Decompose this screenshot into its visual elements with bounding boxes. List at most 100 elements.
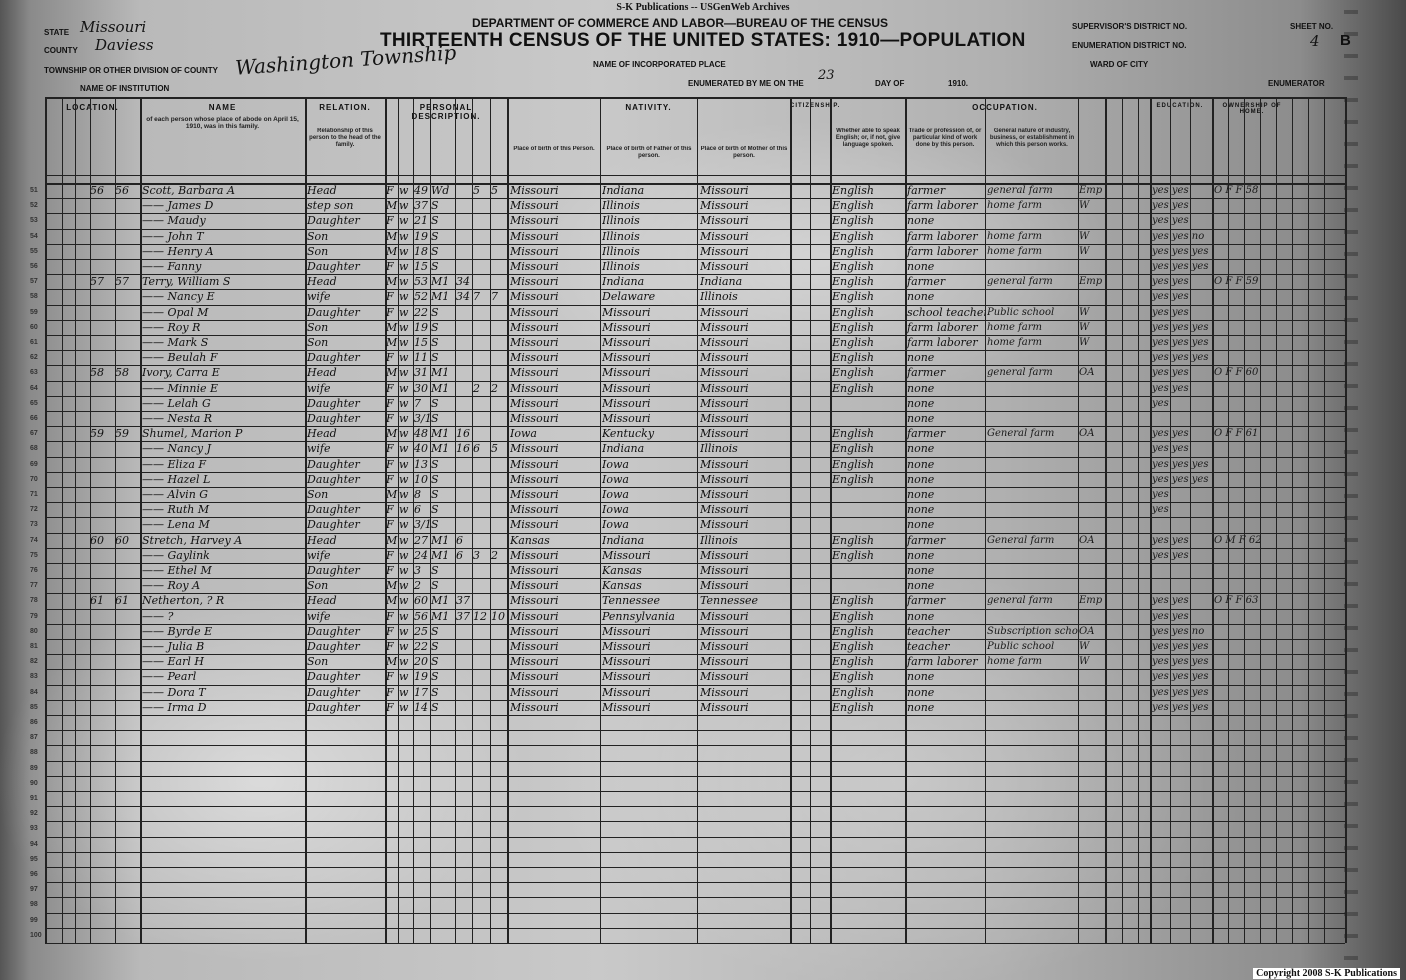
group-occupation: OCCUPATION. — [972, 103, 1038, 112]
cell-relation: Daughter — [307, 396, 360, 410]
cell-language: English — [832, 457, 874, 471]
cell-born: 5 — [473, 184, 480, 197]
cell-trade: teacher — [907, 640, 950, 653]
row-rule — [45, 532, 1345, 534]
cell-industry: home farm — [987, 321, 1042, 333]
supervisor-district-label: Supervisor's District No. — [1072, 22, 1188, 31]
cell-father: Iowa — [602, 518, 629, 532]
cell-language: English — [832, 305, 874, 319]
cell-birth: Missouri — [510, 488, 559, 501]
cell-father: Missouri — [602, 396, 651, 410]
cell-marital: M1 — [431, 275, 450, 289]
row-rule — [45, 654, 1345, 656]
cell-trade: none — [907, 457, 935, 471]
cell-age: 40 — [414, 442, 428, 456]
cell-name: —— Roy R — [142, 320, 201, 334]
line-number: 86 — [30, 719, 38, 726]
column-rule — [75, 97, 76, 943]
cell-trade: farm laborer — [907, 244, 978, 258]
column-rule — [790, 97, 792, 943]
line-number: 81 — [30, 643, 38, 650]
cell-color: w — [399, 685, 409, 699]
cell-living: 2 — [491, 381, 498, 395]
line-number: 58 — [30, 293, 38, 301]
cell-birth: Missouri — [510, 199, 559, 213]
cell-relation: Daughter — [307, 670, 360, 684]
cell-father: Illinois — [602, 214, 640, 228]
column-rule — [507, 97, 509, 943]
row-rule — [45, 578, 1345, 580]
line-number: 91 — [30, 795, 38, 802]
cell-dwelling: 58 — [90, 366, 104, 380]
cell-name: —— Eliza F — [142, 457, 207, 471]
column-rule — [413, 97, 414, 943]
cell-language: English — [832, 320, 874, 334]
cell-sex: F — [386, 184, 394, 197]
cell-relation: wife — [307, 548, 331, 562]
cell-marital: S — [431, 564, 439, 577]
cell-dwelling: 60 — [90, 533, 104, 547]
column-rule — [1345, 97, 1347, 943]
column-rule — [45, 97, 47, 943]
line-number: 75 — [30, 551, 38, 559]
cell-language: English — [832, 229, 874, 243]
cell-trade: none — [907, 548, 935, 562]
column-rule — [1190, 97, 1191, 943]
cell-sex: F — [386, 564, 394, 577]
line-number: 92 — [30, 810, 38, 818]
row-rule — [45, 426, 1345, 428]
cell-color: w — [399, 427, 409, 441]
cell-sex: F — [386, 305, 394, 319]
cell-father: Kentucky — [602, 427, 655, 441]
cell-sex: F — [386, 412, 394, 425]
cell-name: —— Beulah F — [142, 351, 218, 365]
cell-marital: S — [431, 260, 439, 273]
cell-marital: S — [431, 670, 439, 684]
cell-name: —— Hazel L — [142, 472, 211, 486]
cell-years: 6 — [456, 533, 463, 547]
cell-own: O F F 60 — [1214, 367, 1259, 379]
cell-emp: W — [1079, 641, 1090, 652]
row-rule — [45, 243, 1345, 245]
column-rule — [305, 97, 307, 943]
cell-relation: Daughter — [307, 503, 360, 517]
cell-mother: Missouri — [700, 457, 749, 471]
cell-emp: W — [1079, 306, 1090, 318]
column-rule — [1260, 97, 1261, 943]
cell-relation: Daughter — [307, 685, 360, 699]
cell-relation: Daughter — [307, 700, 360, 714]
cell-industry: General farm — [987, 428, 1055, 440]
cell-name: Shumel, Marion P — [142, 427, 243, 441]
cell-trade: none — [907, 503, 935, 517]
cell-literacy: yes yes yes — [1152, 686, 1209, 698]
cell-color: w — [399, 442, 409, 456]
cell-trade: farmer — [907, 184, 946, 197]
line-number: 66 — [30, 415, 38, 422]
cell-trade: none — [907, 670, 935, 684]
cell-sex: M — [386, 275, 398, 289]
row-rule — [45, 259, 1345, 260]
cell-name: —— Alvin G — [142, 488, 209, 501]
cell-birth: Missouri — [510, 184, 559, 197]
cell-family: 57 — [115, 275, 129, 289]
row-rule — [45, 684, 1345, 686]
cell-family: 56 — [115, 184, 129, 197]
cell-father: Illinois — [602, 199, 640, 213]
line-number: 72 — [30, 506, 38, 514]
cell-age: 49 — [414, 184, 428, 197]
cell-marital: S — [431, 518, 439, 532]
line-number: 57 — [30, 278, 38, 286]
cell-age: 11 — [414, 351, 428, 365]
cell-mother: Missouri — [700, 396, 749, 410]
row-rule — [45, 669, 1345, 671]
binding-holes — [1344, 0, 1358, 980]
cell-relation: Daughter — [307, 457, 360, 471]
cell-relation: Daughter — [307, 351, 360, 365]
cell-father: Iowa — [602, 457, 629, 471]
cell-father: Missouri — [602, 366, 651, 380]
cell-father: Missouri — [602, 624, 651, 638]
cell-sex: F — [386, 290, 394, 304]
cell-father: Indiana — [602, 533, 645, 547]
cell-sex: F — [386, 351, 394, 365]
cell-birth: Missouri — [510, 670, 559, 684]
